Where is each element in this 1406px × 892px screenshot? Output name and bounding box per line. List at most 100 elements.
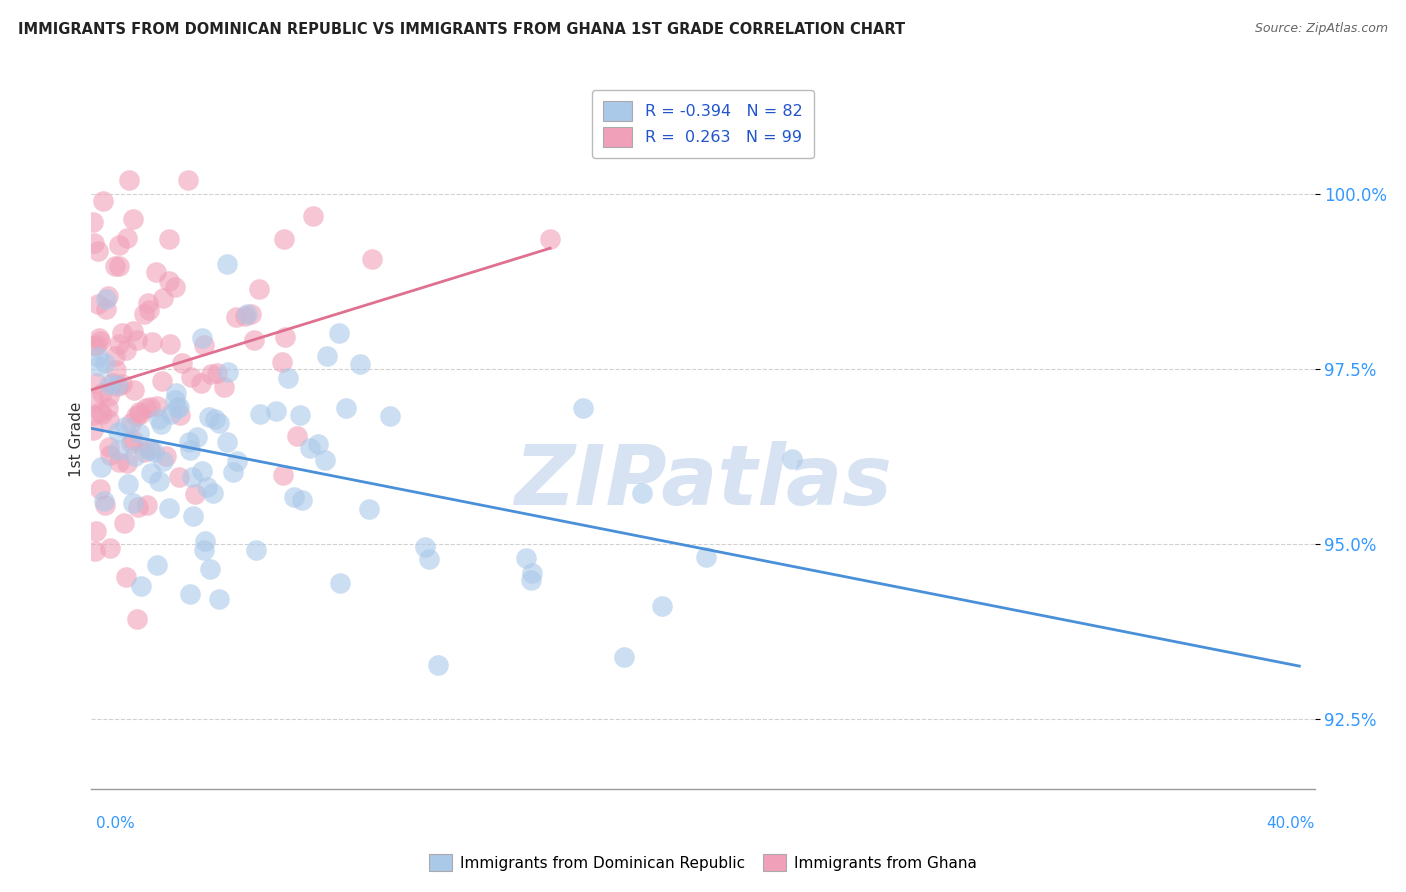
Point [138, 443, 160, 458]
Point [349, 357, 371, 371]
Point [104, 349, 127, 363]
Point [179, 443, 201, 458]
Point [159, 336, 181, 351]
Point [129, 407, 152, 421]
Point [94, 356, 117, 370]
Point [86, 244, 108, 258]
Text: IMMIGRANTS FROM DOMINICAN REPUBLIC VS IMMIGRANTS FROM GHANA 1ST GRADE CORRELATIO: IMMIGRANTS FROM DOMINICAN REPUBLIC VS IM… [18, 22, 905, 37]
Point [165, 280, 187, 294]
Point [217, 434, 239, 449]
Point [186, 429, 208, 443]
Point [245, 542, 267, 557]
Point [86, 350, 108, 364]
Point [169, 400, 191, 414]
Point [179, 434, 201, 449]
Point [93, 494, 115, 508]
Point [302, 209, 325, 223]
Point [139, 442, 162, 456]
Point [122, 433, 145, 447]
Point [100, 448, 122, 462]
Point [335, 401, 357, 415]
Point [122, 324, 145, 338]
Point [651, 599, 673, 613]
Point [84, 524, 107, 538]
Point [125, 409, 148, 423]
Point [91, 408, 114, 422]
Point [157, 500, 180, 515]
Point [120, 417, 142, 431]
Point [111, 326, 134, 340]
Point [108, 259, 131, 273]
Point [191, 331, 214, 345]
Point [134, 307, 156, 321]
Point [105, 378, 128, 392]
Point [148, 474, 170, 488]
Point [115, 570, 138, 584]
Point [139, 466, 162, 480]
Point [274, 329, 297, 343]
Point [163, 392, 186, 407]
Point [283, 490, 305, 504]
Point [96, 302, 118, 317]
Point [217, 257, 239, 271]
Point [117, 476, 139, 491]
Point [190, 376, 212, 390]
Point [146, 558, 169, 572]
Point [97, 389, 120, 403]
Point [87, 297, 110, 311]
Point [98, 377, 121, 392]
Point [145, 399, 167, 413]
Point [127, 500, 149, 514]
Point [180, 370, 202, 384]
Point [118, 173, 141, 187]
Point [169, 469, 191, 483]
Point [183, 508, 205, 523]
Point [105, 363, 128, 377]
Point [157, 232, 180, 246]
Point [83, 393, 105, 408]
Point [157, 274, 180, 288]
Point [271, 355, 294, 369]
Point [273, 232, 295, 246]
Point [177, 173, 200, 187]
Point [426, 658, 449, 673]
Point [83, 339, 105, 353]
Point [107, 379, 129, 393]
Point [285, 429, 308, 443]
Point [152, 291, 174, 305]
Point [194, 534, 217, 549]
Point [413, 540, 436, 554]
Point [135, 401, 157, 416]
Point [122, 384, 145, 398]
Point [108, 455, 131, 469]
Point [108, 336, 131, 351]
Text: Source: ZipAtlas.com: Source: ZipAtlas.com [1254, 22, 1388, 36]
Point [155, 449, 177, 463]
Point [98, 413, 121, 427]
Point [277, 371, 299, 385]
Point [107, 425, 129, 439]
Point [149, 417, 172, 431]
Point [82, 215, 104, 229]
Point [191, 464, 214, 478]
Point [136, 295, 159, 310]
Point [179, 587, 201, 601]
Point [515, 551, 537, 566]
Point [103, 376, 125, 390]
Point [204, 411, 226, 425]
Point [97, 440, 120, 454]
Point [82, 423, 104, 437]
Point [288, 408, 311, 422]
Point [98, 541, 121, 555]
Point [128, 426, 150, 441]
Point [538, 231, 561, 245]
Point [114, 516, 136, 531]
Point [195, 480, 218, 494]
Point [571, 401, 593, 415]
Point [226, 454, 249, 468]
Point [314, 453, 336, 467]
Point [90, 459, 112, 474]
Point [207, 592, 229, 607]
Point [111, 377, 134, 392]
Point [148, 412, 170, 426]
